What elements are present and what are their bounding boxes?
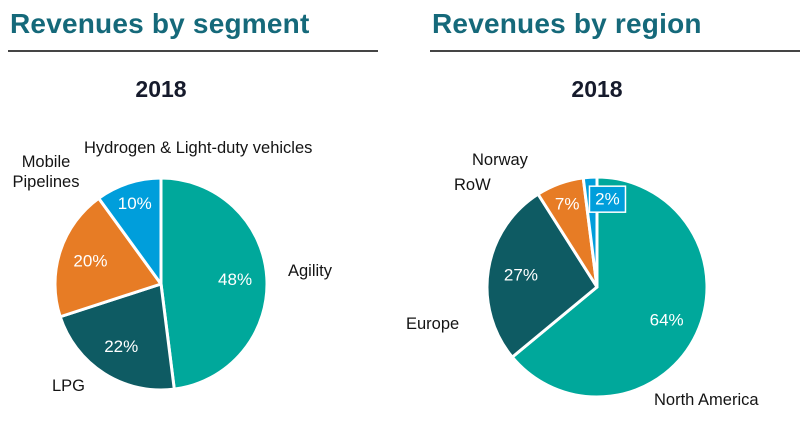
region-chart-title: Revenues by region <box>432 8 702 39</box>
region-pie-chart: 64% 27% 7% 2% <box>485 175 709 399</box>
pie-percent-label-europe: 27% <box>504 265 538 284</box>
pie-percent-label-norway: 2% <box>595 190 620 209</box>
segment-title-rule <box>8 50 378 52</box>
slice-label-agility: Agility <box>288 262 333 280</box>
pie-slice-north-america <box>510 175 709 399</box>
pie-slice-hydrogen-light-duty-vehicles <box>97 176 163 286</box>
pie-percent-label-agility: 48% <box>218 270 252 289</box>
pie-percent-label-north-america: 64% <box>650 310 684 329</box>
slice-label-north-america: North America <box>654 391 759 409</box>
slice-label-norway: Norway <box>472 151 528 169</box>
pie-slice-europe <box>485 192 599 359</box>
pie-percent-label-row: 7% <box>555 195 580 214</box>
pie-percent-label-mobile-pipelines: 20% <box>73 252 107 271</box>
pie-slice-lpg <box>58 282 176 392</box>
region-year-label: 2018 <box>571 76 623 102</box>
slice-label-lpg: LPG <box>52 377 86 395</box>
pie-slice-mobile-pipelines <box>53 196 163 319</box>
pie-percent-label-lpg: 22% <box>104 337 138 356</box>
slice-label-hydrogen: Hydrogen & Light-duty vehicles <box>84 139 313 157</box>
pie-callout-box-norway <box>588 185 627 213</box>
pie-percent-label-hydrogen-light-duty-vehicles: 10% <box>118 194 152 213</box>
segment-pie-chart: 48% 22% 20% 10% <box>53 176 269 392</box>
segment-chart-title: Revenues by segment <box>10 8 310 39</box>
slice-label-row: RoW <box>454 176 491 194</box>
slice-label-europe: Europe <box>406 315 460 333</box>
region-title-rule <box>430 50 800 52</box>
segment-year-label: 2018 <box>135 76 187 102</box>
pie-slice-agility <box>159 176 269 391</box>
slice-label-mobile-pipelines: Mobile Pipelines <box>12 153 80 192</box>
